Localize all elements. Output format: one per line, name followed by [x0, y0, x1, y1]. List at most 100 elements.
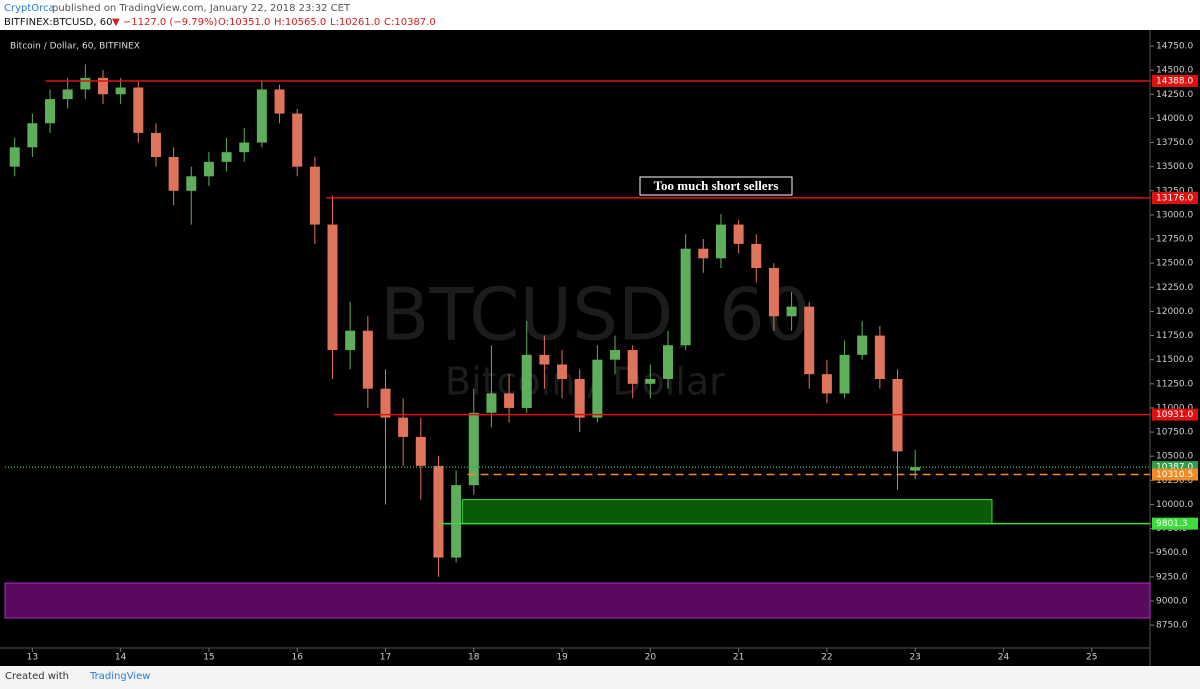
y-tick-label: 10250.0 — [1156, 476, 1193, 486]
y-tick-label: 14250.0 — [1156, 90, 1193, 100]
zone — [461, 499, 993, 525]
x-tick-label: 15 — [203, 653, 214, 663]
level-label: 10310.5 — [1156, 470, 1193, 480]
x-tick-label: 21 — [733, 653, 744, 663]
candle-body — [874, 335, 885, 379]
candle-body — [45, 99, 56, 124]
candle-body — [468, 412, 479, 486]
level-tag — [1152, 408, 1198, 421]
candle-body — [733, 224, 744, 244]
x-tick-label: 17 — [380, 653, 391, 663]
candle-body — [557, 364, 568, 379]
candle-body — [910, 467, 921, 471]
plot-area — [0, 30, 1200, 666]
change: ▼ −1127.0 (−9.79%) — [112, 17, 217, 28]
y-tick-label: 14750.0 — [1156, 42, 1193, 52]
level-label: 14388.0 — [1156, 76, 1193, 86]
candle-body — [627, 350, 638, 384]
candle-body — [504, 393, 515, 408]
candle-body — [150, 132, 161, 158]
candle-body — [751, 243, 762, 269]
candle-body — [698, 248, 709, 259]
candle-body — [486, 393, 497, 413]
annotation: Too much short sellers — [654, 178, 779, 193]
high: H:10565.0 — [274, 17, 326, 28]
x-tick-label: 22 — [821, 653, 832, 663]
level-label: 9801.3 — [1156, 519, 1188, 529]
y-tick-label: 11500.0 — [1156, 355, 1193, 365]
level-label: 10931.0 — [1156, 410, 1193, 420]
candle-body — [97, 77, 108, 95]
footer-bar — [0, 666, 1200, 689]
candle-body — [115, 87, 126, 95]
x-tick-label: 23 — [909, 653, 920, 663]
y-tick-label: 10750.0 — [1156, 428, 1193, 438]
y-tick-label: 9000.0 — [1156, 596, 1188, 606]
x-tick-label: 24 — [998, 653, 1010, 663]
zone — [4, 582, 1151, 619]
low: L:10261.0 — [330, 17, 380, 28]
y-tick-label: 11250.0 — [1156, 379, 1193, 389]
candle-body — [715, 224, 726, 259]
y-tick-label: 11000.0 — [1156, 403, 1193, 413]
level-label: 10387.0 — [1156, 463, 1193, 473]
candle-body — [292, 113, 303, 167]
candle-body — [415, 436, 426, 466]
level-tag — [1152, 191, 1198, 204]
author[interactable]: CryptOrca — [4, 3, 55, 14]
candle-body — [680, 248, 691, 346]
y-tick-label: 13500.0 — [1156, 162, 1193, 172]
candle-body — [768, 268, 779, 317]
candle-body — [203, 161, 214, 177]
candle-body — [309, 166, 320, 225]
y-tick-label: 13000.0 — [1156, 210, 1193, 220]
y-tick-label: 12750.0 — [1156, 235, 1193, 245]
footer-brand[interactable]: TradingView — [89, 671, 150, 682]
x-tick-label: 13 — [27, 653, 38, 663]
y-tick-label: 14000.0 — [1156, 114, 1193, 124]
y-tick-label: 9250.0 — [1156, 572, 1188, 582]
y-tick-label: 10000.0 — [1156, 500, 1193, 510]
x-tick-label: 18 — [468, 653, 480, 663]
y-tick-label: 12250.0 — [1156, 283, 1193, 293]
level-label: 13176.0 — [1156, 193, 1193, 203]
candle-body — [574, 378, 585, 418]
candle-body — [857, 335, 868, 355]
y-tick-label: 14500.0 — [1156, 66, 1193, 76]
y-tick-label: 13750.0 — [1156, 138, 1193, 148]
published: published on TradingView.com, January 22… — [52, 3, 351, 14]
annotation-box — [639, 176, 793, 196]
candle-body — [786, 306, 797, 317]
candle-body — [9, 147, 20, 167]
candle-body — [398, 417, 409, 437]
close: C:10387.0 — [384, 17, 436, 28]
candle-body — [662, 345, 673, 379]
y-tick-label: 13250.0 — [1156, 186, 1193, 196]
candle-body — [645, 378, 656, 384]
candle-body — [168, 157, 179, 191]
candle-body — [186, 176, 197, 191]
candle-body — [327, 224, 338, 351]
x-tick-label: 16 — [291, 653, 303, 663]
footer-created: Created with — [5, 671, 69, 682]
y-tick-label: 8750.0 — [1156, 621, 1188, 631]
x-tick-label: 20 — [645, 653, 657, 663]
candle-body — [256, 89, 267, 143]
level-tag — [1152, 468, 1198, 481]
symbol: BITFINEX:BTCUSD, 60 — [4, 17, 112, 28]
y-tick-label: 9500.0 — [1156, 548, 1188, 558]
candle-body — [62, 89, 73, 100]
candle-body — [839, 354, 850, 394]
candle-body — [804, 306, 815, 375]
chart-title: Bitcoin / Dollar, 60, BITFINEX — [10, 42, 140, 52]
x-tick-label: 19 — [556, 653, 568, 663]
candle-body — [821, 374, 832, 394]
candle-body — [274, 89, 285, 114]
candle-body — [592, 359, 603, 418]
candle-body — [133, 87, 144, 133]
candle-body — [362, 330, 373, 389]
level-tag — [1152, 74, 1198, 87]
candle-body — [27, 123, 38, 148]
